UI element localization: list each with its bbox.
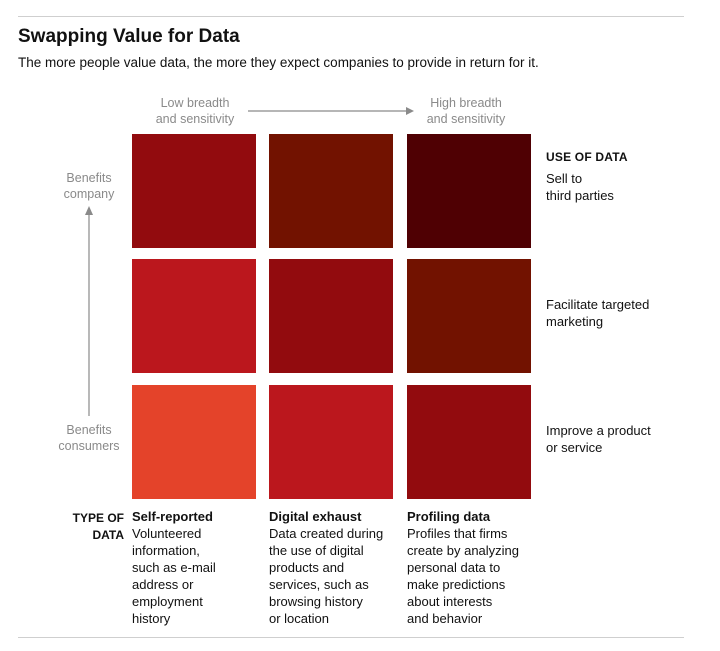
type-desc-line: make predictions — [407, 577, 506, 592]
use-row-improve: Improve a product or service — [546, 422, 706, 456]
type-name: Profiling data — [407, 509, 491, 524]
type-col-self-reported: Self-reported Volunteered information, s… — [132, 508, 264, 627]
y-axis-bottom-line-2: consumers — [58, 439, 120, 453]
x-axis-low-label: Low breadth and sensitivity — [135, 95, 255, 127]
type-desc-line: personal data to — [407, 560, 501, 575]
type-desc-line: such as e-mail — [132, 560, 216, 575]
bottom-rule — [18, 637, 684, 638]
type-col-profiling: Profiling data Profiles that firms creat… — [407, 508, 539, 627]
cell-improve-digital-exhaust — [269, 385, 393, 499]
type-desc-line: services, such as — [269, 577, 369, 592]
y-axis-arrow-head — [85, 206, 93, 215]
type-desc-line: or location — [269, 611, 329, 626]
use-row-improve-line-1: Improve a product — [546, 423, 651, 438]
x-axis-high-line-1: High breadth — [430, 96, 502, 110]
type-desc-line: the use of digital — [269, 543, 364, 558]
type-desc-line: Data created during — [269, 526, 384, 541]
diagram-title: Swapping Value for Data — [18, 26, 240, 47]
y-axis-top-line-1: Benefits — [66, 171, 112, 185]
type-name: Digital exhaust — [269, 509, 362, 524]
use-row-marketing: Facilitate targeted marketing — [546, 296, 706, 330]
type-of-data-heading: TYPE OF DATA — [62, 510, 124, 544]
cell-sell-profiling — [407, 134, 531, 248]
x-axis-low-line-1: Low breadth — [160, 96, 230, 110]
x-axis-low-line-2: and sensitivity — [155, 112, 235, 126]
y-axis-bottom-label: Benefits consumers — [50, 422, 128, 454]
type-desc-line: and behavior — [407, 611, 483, 626]
type-desc-line: about interests — [407, 594, 493, 609]
type-desc-line: create by analyzing — [407, 543, 520, 558]
x-axis-high-line-2: and sensitivity — [426, 112, 506, 126]
cell-marketing-self-reported — [132, 259, 256, 373]
cell-marketing-digital-exhaust — [269, 259, 393, 373]
type-heading-line-2: DATA — [92, 528, 124, 542]
y-axis-bottom-line-1: Benefits — [66, 423, 112, 437]
type-desc-line: history — [132, 611, 171, 626]
cell-sell-digital-exhaust — [269, 134, 393, 248]
cell-marketing-profiling — [407, 259, 531, 373]
use-row-sell: Sell to third parties — [546, 170, 706, 204]
use-row-marketing-line-1: Facilitate targeted — [546, 297, 650, 312]
type-name: Self-reported — [132, 509, 213, 524]
y-axis-top-line-2: company — [63, 187, 115, 201]
x-axis-high-label: High breadth and sensitivity — [406, 95, 526, 127]
type-heading-line-1: TYPE OF — [72, 511, 124, 525]
cell-improve-self-reported — [132, 385, 256, 499]
type-desc-line: Profiles that firms — [407, 526, 508, 541]
top-rule — [18, 16, 684, 17]
y-axis-top-label: Benefits company — [50, 170, 128, 202]
use-row-improve-line-2: or service — [546, 440, 603, 455]
cell-improve-profiling — [407, 385, 531, 499]
type-desc-line: browsing history — [269, 594, 363, 609]
use-row-sell-line-2: third parties — [546, 188, 614, 203]
type-desc-line: address or — [132, 577, 194, 592]
type-col-digital-exhaust: Digital exhaust Data created during the … — [269, 508, 401, 627]
use-row-sell-line-1: Sell to — [546, 171, 583, 186]
type-desc-line: products and — [269, 560, 345, 575]
use-row-marketing-line-2: marketing — [546, 314, 604, 329]
use-of-data-heading: USE OF DATA — [546, 150, 628, 164]
x-axis-arrow-head — [406, 107, 414, 115]
type-desc-line: employment — [132, 594, 203, 609]
type-desc-line: Volunteered — [132, 526, 202, 541]
cell-sell-self-reported — [132, 134, 256, 248]
diagram-subtitle: The more people value data, the more the… — [18, 55, 539, 70]
type-desc-line: information, — [132, 543, 200, 558]
